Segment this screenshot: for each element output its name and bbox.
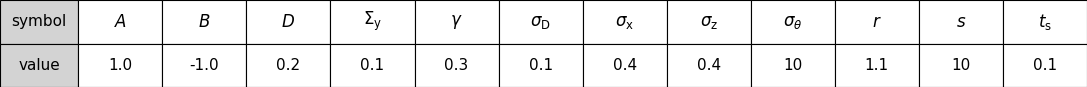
Bar <box>247 0 330 44</box>
Bar <box>919 44 1003 87</box>
Text: 1.0: 1.0 <box>109 58 133 73</box>
Bar <box>78 44 162 87</box>
Bar <box>414 0 499 44</box>
Bar <box>0 44 78 87</box>
Bar <box>583 0 666 44</box>
Bar <box>1003 44 1087 87</box>
Text: -1.0: -1.0 <box>189 58 220 73</box>
Bar <box>835 0 919 44</box>
Text: $s$: $s$ <box>955 13 966 31</box>
Text: $D$: $D$ <box>282 13 296 31</box>
Bar <box>499 0 583 44</box>
Text: $A$: $A$ <box>114 13 127 31</box>
Text: 0.1: 0.1 <box>528 58 552 73</box>
Bar <box>835 44 919 87</box>
Bar <box>0 0 78 44</box>
Text: $\sigma_{\mathrm{z}}$: $\sigma_{\mathrm{z}}$ <box>700 13 717 31</box>
Bar <box>499 44 583 87</box>
Text: 0.4: 0.4 <box>613 58 637 73</box>
Bar <box>247 44 330 87</box>
Bar <box>666 44 751 87</box>
Text: $B$: $B$ <box>198 13 211 31</box>
Text: 0.4: 0.4 <box>697 58 721 73</box>
Text: $t_{\mathrm{s}}$: $t_{\mathrm{s}}$ <box>1038 12 1052 32</box>
Bar <box>583 44 666 87</box>
Text: 10: 10 <box>783 58 802 73</box>
Text: 1.1: 1.1 <box>865 58 889 73</box>
Bar <box>78 0 162 44</box>
Text: value: value <box>18 58 60 73</box>
Bar <box>1003 0 1087 44</box>
Text: 0.3: 0.3 <box>445 58 468 73</box>
Text: $\gamma$: $\gamma$ <box>450 13 463 31</box>
Text: 10: 10 <box>951 58 971 73</box>
Text: $\Sigma_{\mathrm{y}}$: $\Sigma_{\mathrm{y}}$ <box>363 10 383 33</box>
Bar <box>162 0 247 44</box>
Text: $\sigma_{\theta}$: $\sigma_{\theta}$ <box>783 13 802 31</box>
Bar <box>330 44 414 87</box>
Text: 0.1: 0.1 <box>361 58 385 73</box>
Text: 0.1: 0.1 <box>1033 58 1057 73</box>
Bar <box>751 0 835 44</box>
Text: symbol: symbol <box>12 14 66 29</box>
Bar <box>414 44 499 87</box>
Bar <box>666 0 751 44</box>
Bar <box>162 44 247 87</box>
Bar <box>751 44 835 87</box>
Bar <box>919 0 1003 44</box>
Text: $\sigma_{\mathrm{x}}$: $\sigma_{\mathrm{x}}$ <box>615 13 634 31</box>
Text: $\sigma_{\mathrm{D}}$: $\sigma_{\mathrm{D}}$ <box>530 13 551 31</box>
Text: $r$: $r$ <box>872 13 882 31</box>
Bar <box>330 0 414 44</box>
Text: 0.2: 0.2 <box>276 58 300 73</box>
